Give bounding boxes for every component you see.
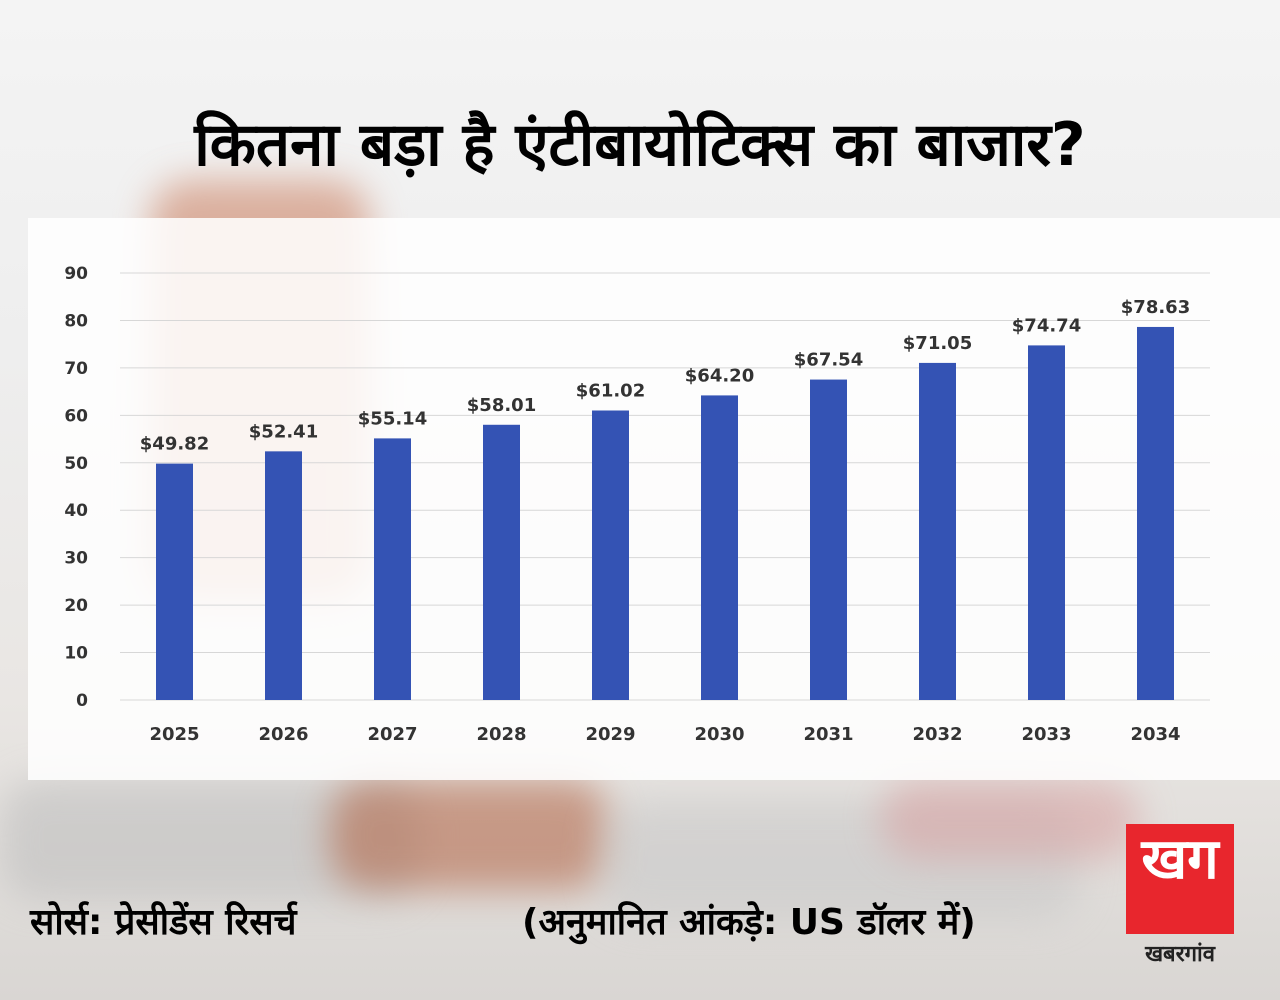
data-label: $74.74 <box>1012 315 1081 336</box>
data-label: $61.02 <box>576 380 645 401</box>
bar <box>919 362 956 700</box>
bar <box>156 463 193 700</box>
x-tick-label: 2029 <box>585 724 635 745</box>
bar <box>374 438 411 700</box>
data-label: $71.05 <box>903 333 972 354</box>
data-label: $52.41 <box>249 421 318 442</box>
data-label: $78.63 <box>1121 297 1190 318</box>
y-tick-label: 60 <box>64 406 88 426</box>
y-tick-label: 90 <box>64 264 88 284</box>
y-tick-label: 50 <box>64 454 88 474</box>
brand-logo-glyph: खग <box>1141 827 1219 892</box>
x-tick-label: 2033 <box>1021 724 1071 745</box>
page-title: कितना बड़ा है एंटीबायोटिक्स का बाजार? <box>194 110 1086 181</box>
x-tick-label: 2027 <box>367 724 417 745</box>
bar <box>810 379 847 700</box>
x-tick-label: 2028 <box>476 724 526 745</box>
bar-chart: 0102030405060708090$49.822025$52.412026$… <box>64 264 1210 745</box>
bar <box>701 395 738 700</box>
y-tick-label: 20 <box>64 596 88 616</box>
data-label: $64.20 <box>685 365 754 386</box>
bar <box>592 410 629 700</box>
background-blob-vial <box>880 780 1140 860</box>
y-tick-label: 70 <box>64 359 88 379</box>
data-label: $58.01 <box>467 395 536 416</box>
y-tick-label: 80 <box>64 311 88 331</box>
y-tick-label: 30 <box>64 549 88 569</box>
bar <box>265 451 302 700</box>
bar <box>483 424 520 700</box>
y-tick-label: 10 <box>64 644 88 664</box>
data-label: $67.54 <box>794 350 863 371</box>
brand-logo: खग <box>1126 824 1234 934</box>
x-tick-label: 2026 <box>258 724 308 745</box>
y-tick-label: 40 <box>64 501 88 521</box>
x-tick-label: 2030 <box>694 724 744 745</box>
y-tick-label: 0 <box>76 691 88 711</box>
background-blob-bottle-bottom <box>330 780 610 890</box>
x-tick-label: 2034 <box>1130 724 1180 745</box>
brand-wordmark: खबरगांव <box>1145 942 1215 967</box>
units-note: (अनुमानित आंकड़े: US डॉलर में) <box>522 902 976 943</box>
bar <box>1028 345 1065 700</box>
data-label: $49.82 <box>140 434 209 455</box>
x-tick-label: 2025 <box>149 724 199 745</box>
x-tick-label: 2031 <box>803 724 853 745</box>
bar <box>1137 326 1174 700</box>
data-label: $55.14 <box>358 408 427 429</box>
chart-panel: 0 10 20 30 40 50 60 70 80 90 $49.82 2025 $52.41 2026 $… <box>28 218 1280 780</box>
x-tick-label: 2032 <box>912 724 962 745</box>
source-label: सोर्स: प्रेसीडेंस रिसर्च <box>30 902 297 943</box>
